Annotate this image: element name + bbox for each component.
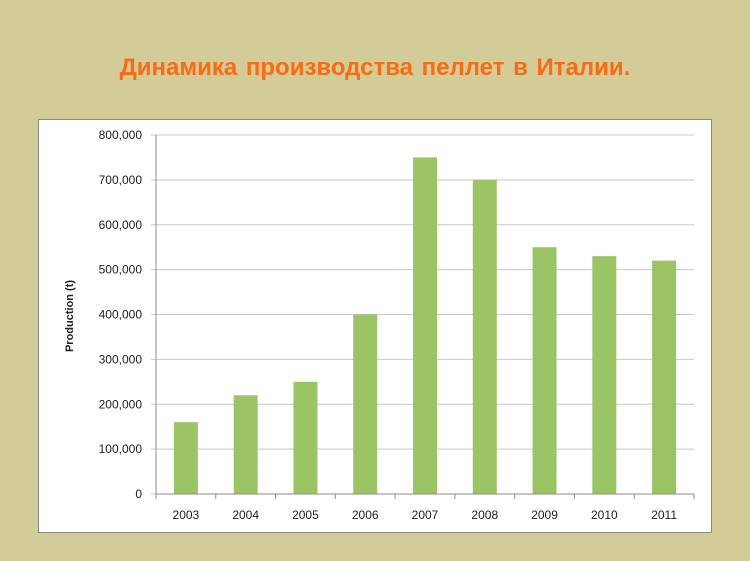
y-tick-label: 200,000 — [99, 397, 143, 411]
x-tick-label: 2004 — [232, 508, 259, 522]
x-tick-label: 2008 — [471, 508, 498, 522]
bar-2009 — [532, 247, 557, 494]
slide-title: Динамика производства пеллет в Италии. — [119, 54, 631, 81]
y-tick-label: 700,000 — [99, 173, 143, 187]
y-tick-label: 100,000 — [99, 442, 143, 456]
bar-2004 — [233, 395, 258, 494]
y-tick-label: 600,000 — [99, 218, 143, 232]
y-tick-label: 400,000 — [99, 308, 143, 322]
y-tick-label: 800,000 — [99, 128, 143, 142]
x-tick-label: 2005 — [292, 508, 319, 522]
y-tick-labels: 0 100,000 200,000 300,000 400,000 500,000 600,… — [99, 128, 143, 501]
y-tick-label: 0 — [135, 487, 142, 501]
x-tick-label: 2010 — [591, 508, 618, 522]
bar-2003 — [173, 422, 198, 494]
bar-2010 — [592, 256, 617, 494]
x-tick-labels: 2003 2004 2005 2006 2007 2008 2009 2010 2011 — [173, 508, 678, 522]
bar-chart: 0 100,000 200,000 300,000 400,000 500,000 600,… — [64, 128, 695, 522]
y-tick-label: 300,000 — [99, 352, 143, 366]
bar-2005 — [293, 381, 318, 494]
bars — [173, 157, 677, 494]
axes — [155, 135, 695, 499]
bar-2007 — [413, 157, 437, 494]
x-tick-label: 2006 — [352, 508, 379, 522]
bar-2008 — [472, 179, 497, 494]
x-tick-label: 2003 — [173, 508, 200, 522]
x-tick-label: 2009 — [531, 508, 558, 522]
y-tick-label: 500,000 — [99, 263, 143, 277]
x-tick-label: 2007 — [412, 508, 439, 522]
y-axis-title: Production (t) — [64, 280, 76, 352]
chart-frame: 0 100,000 200,000 300,000 400,000 500,000 600,… — [38, 119, 712, 533]
x-tick-label: 2011 — [651, 508, 677, 522]
bar-2011 — [652, 260, 677, 494]
bar-2006 — [353, 314, 378, 494]
